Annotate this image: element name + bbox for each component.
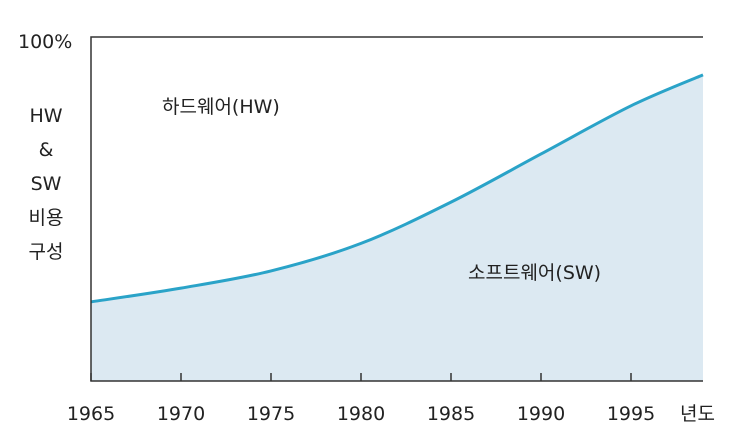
axes <box>90 36 703 382</box>
y-axis-label-line-and: & <box>39 139 54 161</box>
y-axis-label-line-sw: SW <box>31 173 62 195</box>
software-region-label: 소프트웨어(SW) <box>468 262 601 284</box>
x-tick-label: 1965 <box>67 403 115 425</box>
x-tick-label: 1985 <box>427 403 475 425</box>
series-line-software <box>90 73 704 304</box>
x-tick-label: 1995 <box>607 403 655 425</box>
plot-frame <box>90 36 703 382</box>
y-axis-top-label: 100% <box>18 31 72 53</box>
x-tick-label: 1990 <box>517 403 565 425</box>
y-axis-label-line-hw: HW <box>29 105 62 127</box>
x-tick-label: 1980 <box>337 403 385 425</box>
x-axis-unit-label: 년도 <box>680 403 715 425</box>
x-tick-label: 1975 <box>247 403 295 425</box>
area-layer <box>90 73 704 381</box>
x-tick-label: 1970 <box>157 403 205 425</box>
software-area-fill <box>91 74 703 381</box>
y-axis-label-line-composition: 구성 <box>29 241 64 263</box>
y-axis-label-line-cost: 비용 <box>29 207 64 229</box>
x-tick-labels: 1965 1970 1975 1980 1985 1990 1995 <box>67 403 655 425</box>
hardware-region-label: 하드웨어(HW) <box>162 96 280 118</box>
